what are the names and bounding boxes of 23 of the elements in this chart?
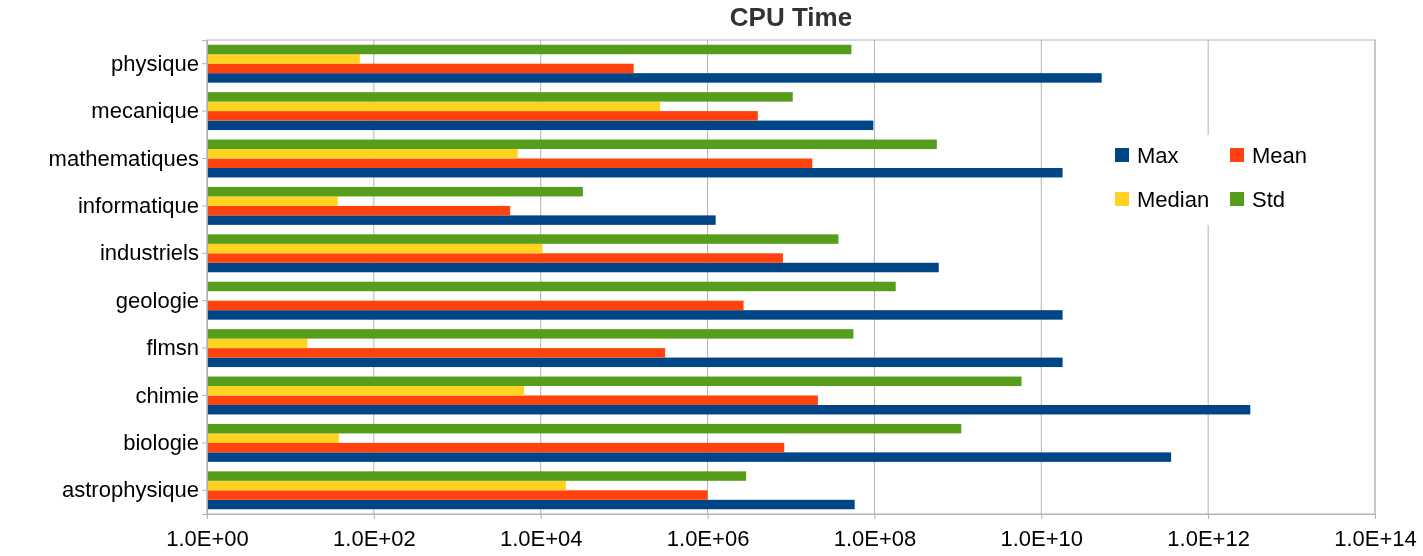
x-tick-label: 1.0E+04	[499, 526, 583, 552]
legend-label: Median	[1137, 187, 1210, 212]
y-tick-label: geologie	[115, 287, 199, 313]
y-tick-label: flmsn	[146, 335, 199, 361]
legend-label: Max	[1137, 143, 1179, 168]
x-tick-label: 1.0E+12	[1167, 526, 1250, 552]
y-tick-label: mecanique	[91, 98, 199, 124]
y-tick-label: physique	[110, 50, 199, 76]
y-tick-label: industriels	[99, 240, 199, 266]
x-tick-label: 1.0E+02	[333, 526, 416, 552]
legend-label: Mean	[1252, 143, 1308, 168]
y-tick-label: astrophysique	[62, 477, 199, 503]
x-tick-label: 1.0E+10	[1000, 526, 1084, 552]
x-tick-label: 1.0E+14	[1334, 526, 1417, 552]
y-tick-label: chimie	[135, 382, 199, 408]
x-tick-label: 1.0E+00	[166, 526, 249, 552]
y-tick-label: mathematiques	[48, 145, 199, 171]
x-tick-label: 1.0E+08	[833, 526, 917, 552]
x-tick-label: 1.0E+06	[666, 526, 750, 552]
y-tick-label: informatique	[77, 192, 199, 218]
y-tick-label: biologie	[123, 429, 199, 455]
chart-title: CPU Time	[729, 2, 853, 32]
legend-label: Std	[1252, 187, 1286, 212]
